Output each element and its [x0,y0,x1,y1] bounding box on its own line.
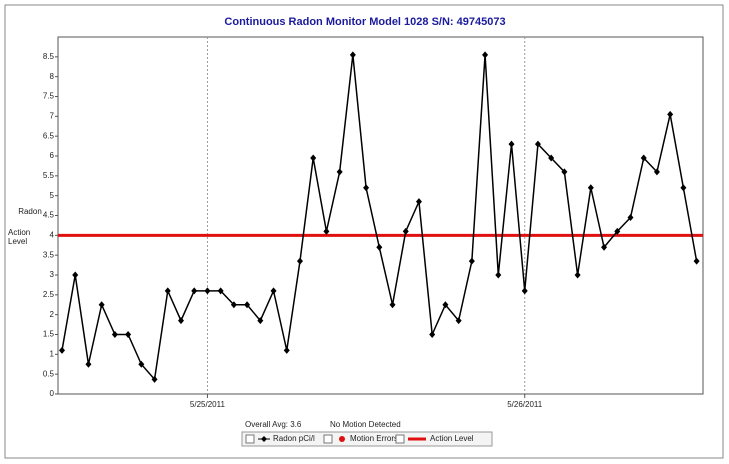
y-tick-label: 3.5 [43,250,55,259]
data-point [98,301,105,309]
data-point [363,184,370,192]
data-point [217,287,224,295]
y-tick-label: 0.5 [43,369,55,378]
data-point [125,331,132,338]
x-tick-label: 5/25/2011 [190,400,226,409]
y-tick-label: 6 [50,151,55,160]
y-tick-label: 1 [50,349,55,358]
x-tick-label: 5/26/2011 [507,400,543,409]
data-point [244,301,251,309]
legend-swatch [339,436,345,442]
data-point [59,346,65,354]
data-point [482,51,489,59]
y-tick-label: 4.5 [43,211,55,220]
data-point [389,301,396,309]
data-point [138,360,145,368]
data-point [310,154,317,162]
data-point [521,287,528,295]
legend-checkbox[interactable] [395,434,405,444]
data-point [283,346,290,354]
y-tick-label: 8 [50,72,55,81]
data-point [151,375,158,383]
legend-label: Action Level [430,434,474,443]
chart-title: Continuous Radon Monitor Model 1028 S/N:… [224,16,505,28]
data-point [548,154,555,162]
legend [241,431,493,447]
y-tick-label: 7.5 [43,92,55,101]
data-point [627,213,634,221]
data-point [534,140,541,148]
annotation: No Motion Detected [330,420,401,429]
data-point [349,51,356,59]
annotation: Overall Avg: 3.6 [245,420,302,429]
y-tick-label: 3 [50,270,55,279]
plot-area [57,36,704,395]
data-point [561,168,568,176]
y-tick-label: 6.5 [43,131,55,140]
y-tick-label: 5.5 [43,171,55,180]
data-point [204,287,211,295]
data-point [587,184,594,192]
data-point [111,331,118,338]
data-point [415,198,422,206]
data-point [402,227,409,235]
data-point [270,287,277,295]
data-point [667,110,674,118]
data-point [508,140,515,148]
legend-checkbox[interactable] [323,434,333,444]
data-point [455,317,462,325]
y-tick-label: 2 [50,310,55,319]
action-level-label: Action Level [8,228,31,246]
data-point [177,317,184,325]
data-point [323,227,330,235]
data-point [296,257,303,265]
data-point [468,257,475,265]
y-tick-label: 1.5 [43,330,55,339]
data-point [336,168,343,176]
y-tick-label: 4 [50,230,55,239]
data-point [164,287,171,295]
data-point [601,243,608,251]
y-tick-label: 2.5 [43,290,55,299]
data-point [376,243,383,251]
data-point [640,154,647,162]
data-point [574,271,581,279]
data-point [653,168,660,176]
y-tick-label: 0 [50,389,55,398]
y-tick-label: 5 [50,191,55,200]
data-point [442,301,449,309]
y-tick-label: 7 [50,111,55,120]
y-axis-label: Radon [18,207,42,216]
legend-label: Motion Errors [350,434,398,443]
legend-label: Radon pCi/l [273,434,315,443]
data-point [230,301,237,309]
legend-swatch [261,436,267,442]
data-point [495,271,502,279]
data-point [85,360,92,368]
data-point [191,287,198,295]
legend-checkbox[interactable] [245,434,255,444]
data-point [257,317,264,325]
data-point [680,184,687,192]
frame [4,4,724,459]
data-point [72,271,79,279]
data-point [614,227,621,235]
data-point [693,257,700,265]
y-tick-label: 8.5 [43,52,55,61]
data-point [429,331,436,338]
